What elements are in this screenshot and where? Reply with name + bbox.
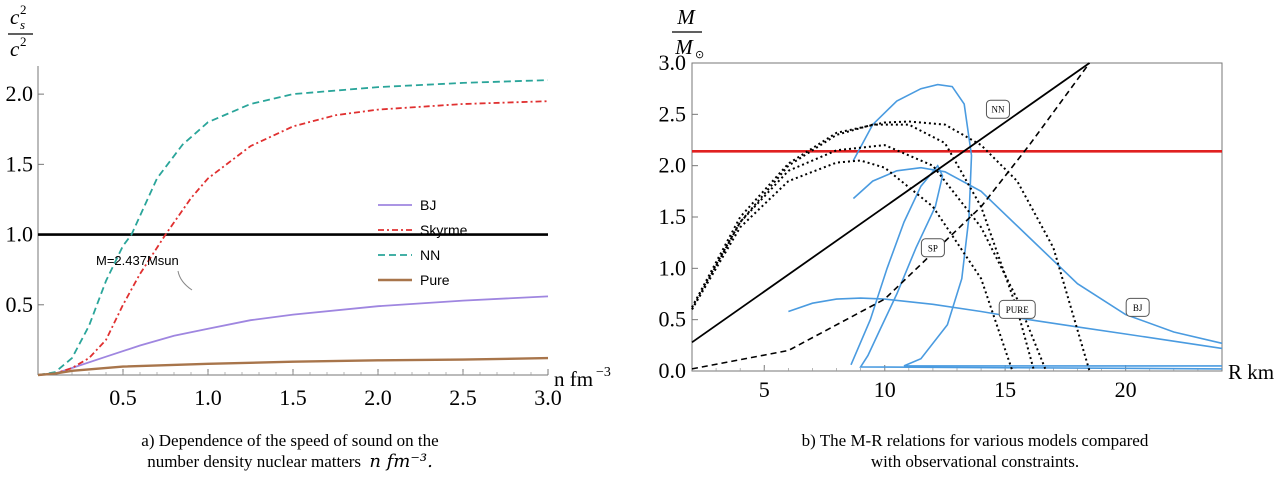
legend-label-pure: Pure: [420, 272, 450, 288]
y-label-sun-symbol: ⊙: [695, 48, 704, 61]
y-tick-label: 0.5: [659, 307, 687, 332]
series-line-pure: [788, 297, 1223, 350]
legend-label-skyrme: Skyrme: [420, 222, 468, 238]
left-caption-math: n fm⁻³.: [369, 451, 433, 472]
series-line-constraint-3: [691, 144, 1048, 372]
curve-label-box-pure: [998, 299, 1036, 319]
x-tick-label: 1.5: [279, 385, 307, 410]
curve-label-pure: PURE: [1006, 305, 1030, 315]
left-caption-line1: a) Dependence of the speed of sound on t…: [141, 431, 439, 450]
y-tick-label: 1.5: [6, 151, 34, 176]
right-caption-line1: b) The M-R relations for various models …: [801, 431, 1149, 450]
x-tick-label: 2.0: [364, 385, 392, 410]
series-line-skyrme: [37, 100, 549, 376]
series-line-constraint-4: [691, 120, 1091, 372]
series-line-limit-line: [691, 62, 1091, 344]
plot-frame: [691, 62, 1223, 372]
y-label-numerator: c: [10, 5, 20, 29]
curve-label-sp: SP: [928, 243, 938, 253]
annotation-leader: [177, 270, 193, 291]
curve-label-nn: NN: [991, 105, 1004, 115]
series-line-constraint-2: [691, 159, 1014, 372]
y-tick-label: 1.0: [6, 222, 34, 247]
left-chart: 0.5 1.0 1.5 2.0 2.5 3.00.51.01.52.0c 2sc 2n fm −…: [6, 2, 611, 410]
left-caption: a) Dependence of the speed of sound on t…: [100, 430, 480, 472]
y-label-denominator: c: [10, 37, 20, 61]
curve-label-box-nn: [985, 99, 1010, 119]
legend-label-bj: BJ: [420, 197, 436, 213]
y-axis-label: MM ⊙: [672, 5, 704, 61]
x-tick-label: 1.0: [194, 385, 222, 410]
curve-label-box-bj: [1125, 297, 1150, 317]
y-tick-label: 2.0: [6, 81, 34, 106]
y-tick-label: 0.5: [6, 292, 34, 317]
x-tick-label: 5: [759, 377, 770, 402]
left-caption-line2: number density nuclear matters n fm⁻³.: [100, 451, 480, 472]
x-axis-label-exp: −3: [596, 365, 611, 380]
curve-label-bj: BJ: [1133, 303, 1143, 313]
y-label-numerator: M: [676, 5, 696, 29]
series-line-nn: [37, 79, 549, 376]
y-tick-label: 1.0: [659, 255, 687, 280]
right-chart: 5 10 15 200.00.51.01.52.02.53.0MM ⊙R kmNNSPP…: [659, 5, 1274, 402]
x-tick-label: 2.5: [449, 385, 477, 410]
series-line-pure: [37, 356, 549, 377]
series-line-nn: [852, 83, 1222, 367]
y-tick-label: 3.0: [659, 50, 687, 75]
x-tick-label: 20: [1115, 377, 1137, 402]
series-line-constraint-1: [691, 123, 1036, 372]
x-tick-label: 10: [874, 377, 896, 402]
y-tick-label: 1.5: [659, 204, 687, 229]
series-line-sp: [850, 164, 1223, 370]
y-label-num-sup: 2: [20, 2, 27, 17]
y-label-num-sub: s: [20, 17, 25, 32]
y-axis-label: c 2sc 2: [8, 2, 33, 61]
legend: BJ Skyrme NN Pure: [378, 197, 468, 288]
series-line-bj: [37, 295, 549, 376]
legend-label-nn: NN: [420, 247, 440, 263]
x-tick-label: 15: [994, 377, 1016, 402]
x-axis-label: R km: [1228, 360, 1274, 384]
right-caption: b) The M-R relations for various models …: [760, 430, 1190, 472]
right-caption-line2: with observational constraints.: [870, 452, 1080, 471]
y-tick-label: 2.5: [659, 101, 687, 126]
x-tick-label: 0.5: [109, 385, 137, 410]
y-tick-label: 0.0: [659, 358, 687, 383]
series-line-bj: [852, 166, 1223, 345]
x-axis-label: n fm: [554, 367, 593, 391]
y-tick-label: 2.0: [659, 153, 687, 178]
y-label-den-sup: 2: [20, 34, 27, 49]
x-tick-label: 3.0: [534, 385, 562, 410]
left-caption-line2-text: number density nuclear matters: [147, 452, 362, 471]
y-label-denominator: M: [674, 35, 694, 59]
annotation-label: M=2.437Msun: [96, 253, 179, 268]
curve-label-box-sp: [920, 238, 945, 258]
